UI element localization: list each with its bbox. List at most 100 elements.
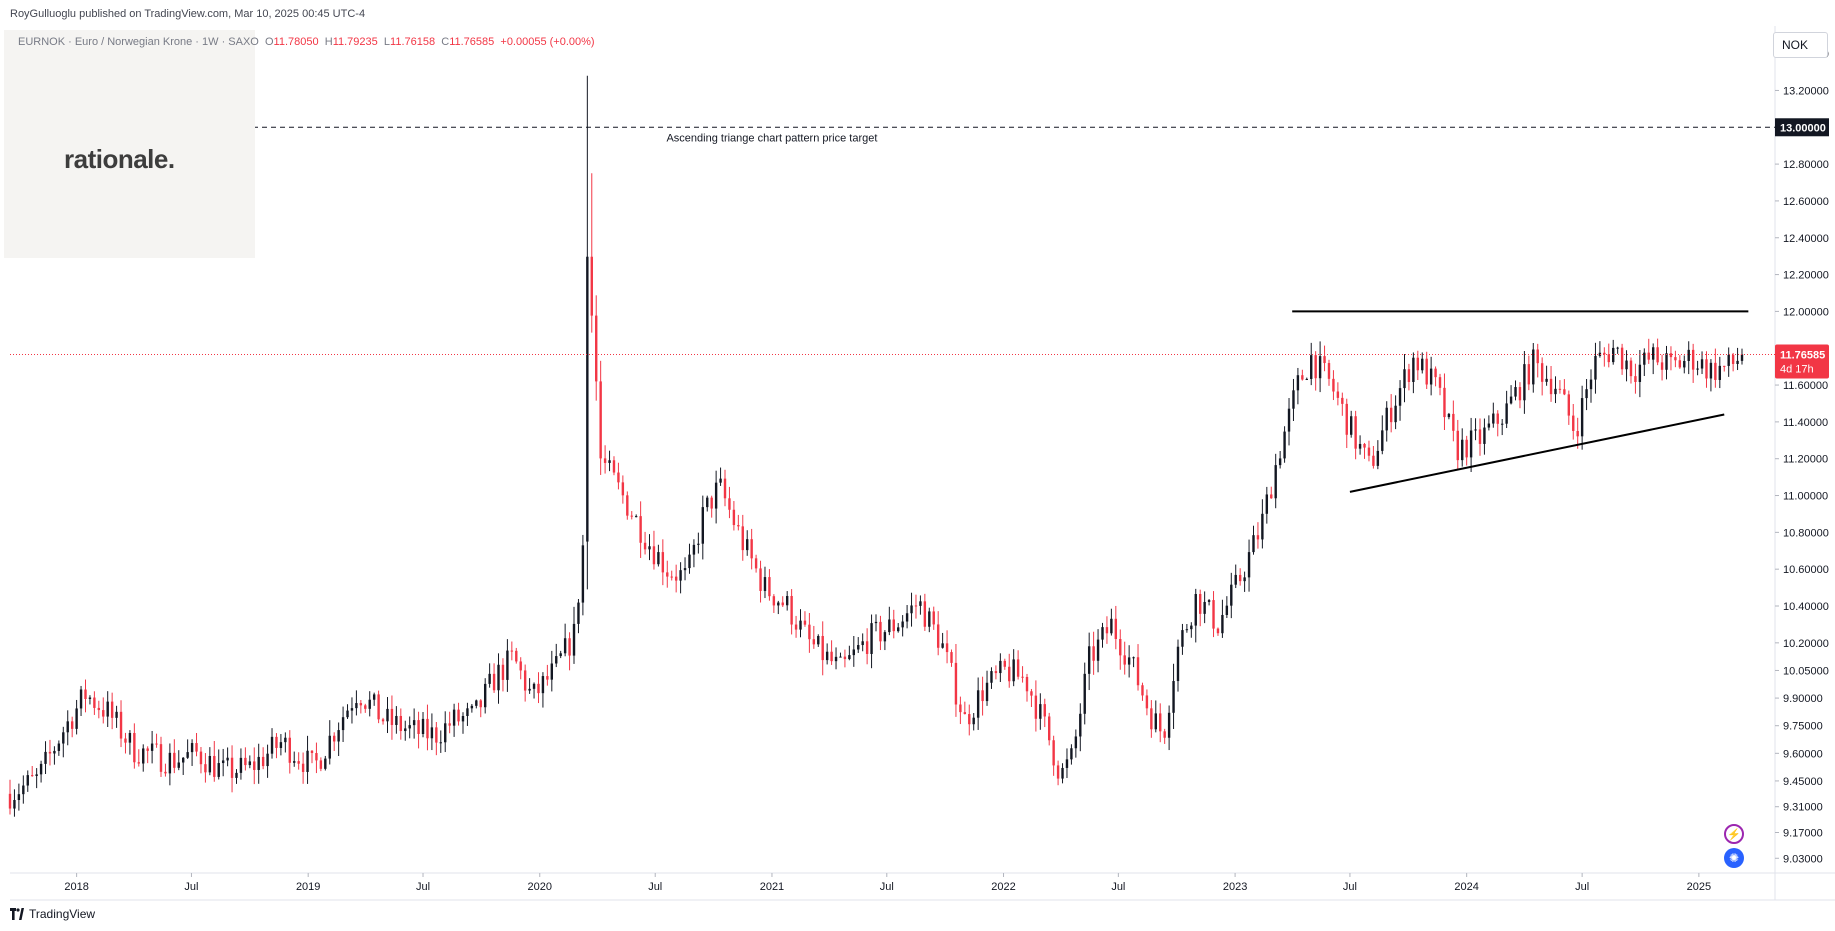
candle-body (1518, 387, 1522, 401)
x-tick-label: Jul (1111, 881, 1125, 893)
candle-body (17, 794, 21, 801)
candle-body (1620, 347, 1624, 370)
candle (1683, 355, 1686, 374)
candle (586, 75, 589, 590)
candle-body (1674, 357, 1677, 361)
candle (444, 711, 447, 753)
candle (1216, 627, 1220, 636)
candle (790, 589, 793, 635)
candle (1647, 338, 1650, 364)
candle (919, 595, 922, 615)
candle-body (1056, 765, 1060, 779)
candle (652, 530, 656, 570)
candle-body (794, 624, 798, 630)
candle (13, 789, 16, 817)
candle (1456, 419, 1459, 471)
candle-body (812, 639, 816, 645)
candle (848, 645, 851, 661)
candle-body (674, 576, 678, 581)
candle (679, 562, 682, 594)
candle (1314, 351, 1317, 391)
candle-body (1461, 439, 1464, 461)
candle (1030, 688, 1033, 708)
candle-body (146, 748, 149, 751)
candle-body (1687, 349, 1690, 361)
currency-selector[interactable]: NOK (1773, 32, 1828, 58)
candle-body (328, 735, 331, 759)
candle (1021, 666, 1024, 683)
candle-body (528, 688, 531, 691)
candle (1127, 645, 1131, 678)
candle-body (541, 676, 545, 694)
globe-icon[interactable]: ✺ (1724, 848, 1744, 868)
candle-body (53, 750, 56, 754)
candle-body (683, 568, 687, 571)
candle (634, 514, 638, 518)
candle-body (1625, 360, 1628, 370)
candle-body (692, 544, 696, 555)
candle (559, 650, 562, 659)
candle (35, 768, 38, 789)
candle (1203, 591, 1206, 624)
candle (1625, 350, 1628, 382)
candle (719, 467, 722, 486)
candle (1594, 342, 1597, 394)
candle (1123, 641, 1126, 675)
candle (550, 650, 554, 692)
candle-body (976, 690, 980, 718)
candle-body (617, 472, 620, 483)
candle (630, 511, 633, 520)
candle-body (706, 497, 709, 508)
candle (1643, 348, 1646, 377)
candle-body (1283, 431, 1286, 459)
bolt-icon[interactable]: ⚡ (1724, 824, 1744, 844)
candle-body (1740, 354, 1744, 361)
candle (1372, 445, 1375, 469)
candle-body (1092, 646, 1095, 661)
candle (1305, 377, 1308, 381)
candle-body (1500, 423, 1504, 425)
candle (275, 733, 278, 759)
candle (279, 734, 283, 756)
candle (1159, 703, 1162, 743)
candle-body (341, 717, 345, 731)
candle-body (999, 660, 1002, 674)
candle (439, 730, 442, 753)
candle-body (839, 656, 842, 658)
candle-body (772, 596, 776, 606)
candle (897, 623, 900, 633)
symbol-title[interactable]: EURNOK · Euro / Norwegian Krone · 1W · S… (18, 36, 259, 48)
candle-body (239, 757, 243, 773)
candle (1607, 343, 1610, 368)
candle-body (1669, 353, 1673, 358)
candle-body (1376, 450, 1380, 466)
candle (1700, 351, 1704, 375)
candle-body (808, 624, 811, 640)
footer-brand[interactable]: TradingView (10, 907, 95, 921)
candle-body (1087, 646, 1091, 674)
candle (408, 716, 411, 739)
candle (1589, 369, 1593, 403)
candle (1638, 349, 1642, 398)
candle (217, 749, 220, 780)
candle-body (546, 676, 549, 680)
candle-body (492, 673, 496, 691)
candle-body (1052, 740, 1055, 766)
candle (954, 644, 958, 717)
candle (208, 747, 212, 776)
candle (1731, 352, 1735, 372)
candle (843, 649, 847, 668)
candle (1167, 705, 1171, 751)
candle-body (568, 638, 571, 656)
candle (110, 692, 114, 730)
candle-body (1065, 759, 1069, 768)
candle (1669, 346, 1673, 371)
candle (293, 751, 296, 767)
candle (448, 711, 451, 734)
candle (1727, 347, 1730, 377)
candle-body (785, 595, 789, 606)
candle-body (164, 771, 167, 774)
candle (1585, 378, 1588, 411)
candle-body (1336, 391, 1340, 398)
